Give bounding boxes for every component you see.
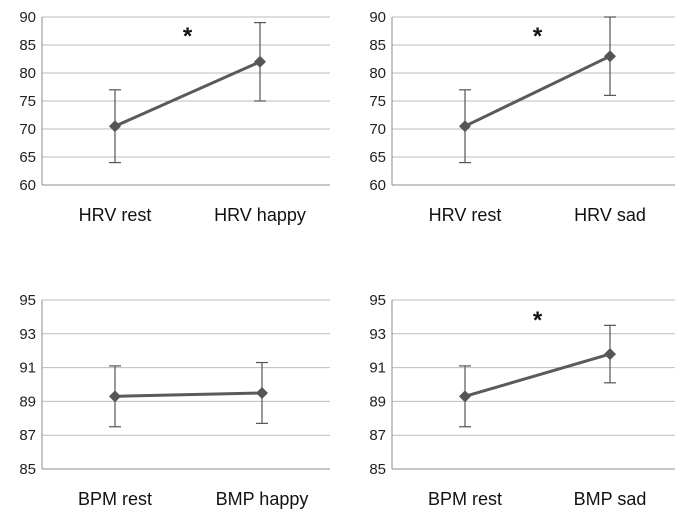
y-tick-label: 90 xyxy=(19,9,36,26)
y-tick-label: 89 xyxy=(369,393,386,410)
y-tick-label: 87 xyxy=(19,427,36,444)
significance-asterisk: * xyxy=(183,23,193,50)
data-point-marker xyxy=(256,386,268,399)
y-tick-label: 75 xyxy=(369,93,386,110)
significance-asterisk: * xyxy=(533,23,543,50)
x-tick-label: HRV happy xyxy=(214,205,306,225)
x-tick-label: BPM rest xyxy=(428,489,502,509)
chart-panel-2: 60 65 70 75 80 85 90 HRV rest HRV sad * xyxy=(369,9,675,225)
x-tick-label: BPM rest xyxy=(78,489,152,509)
y-tick-label: 85 xyxy=(369,37,386,54)
y-tick-label: 95 xyxy=(369,292,386,309)
y-tick-label: 85 xyxy=(19,37,36,54)
y-tick-label: 60 xyxy=(19,177,36,194)
chart-panel-1: 60 65 70 75 80 85 90 HRV rest HRV happy * xyxy=(19,9,330,225)
data-point-marker xyxy=(604,50,616,63)
x-tick-label: HRV rest xyxy=(79,205,152,225)
x-tick-label: HRV sad xyxy=(574,205,646,225)
y-tick-label: 80 xyxy=(369,65,386,82)
y-tick-label: 70 xyxy=(369,121,386,138)
data-point-marker xyxy=(459,390,471,403)
series-line xyxy=(464,352,611,398)
y-tick-label: 75 xyxy=(19,93,36,110)
y-tick-label: 65 xyxy=(369,149,386,166)
y-tick-label: 60 xyxy=(369,177,386,194)
y-tick-label: 91 xyxy=(369,360,386,377)
data-point-marker xyxy=(109,120,121,133)
y-tick-label: 91 xyxy=(19,360,36,377)
significance-asterisk: * xyxy=(533,307,543,334)
y-tick-label: 87 xyxy=(369,427,386,444)
chart-panel-3: 85 87 89 91 93 95 BPM rest BMP happy xyxy=(19,292,330,509)
y-tick-label: 85 xyxy=(19,461,36,478)
x-tick-label: HRV rest xyxy=(429,205,502,225)
x-tick-label: BMP sad xyxy=(574,489,647,509)
y-tick-label: 93 xyxy=(19,326,36,343)
chart-panel-4: 85 87 89 91 93 95 BPM rest BMP sad * xyxy=(369,292,675,509)
y-tick-label: 89 xyxy=(19,393,36,410)
series-line xyxy=(114,391,263,398)
data-point-marker xyxy=(254,55,266,68)
data-point-marker xyxy=(109,390,121,403)
y-tick-label: 70 xyxy=(19,121,36,138)
y-tick-label: 65 xyxy=(19,149,36,166)
series-line xyxy=(464,54,611,128)
series-line xyxy=(114,60,261,128)
data-point-marker xyxy=(459,120,471,133)
y-tick-label: 95 xyxy=(19,292,36,309)
y-tick-label: 85 xyxy=(369,461,386,478)
x-tick-label: BMP happy xyxy=(216,489,309,509)
y-tick-label: 80 xyxy=(19,65,36,82)
y-tick-label: 90 xyxy=(369,9,386,26)
data-point-marker xyxy=(604,348,616,361)
y-tick-label: 93 xyxy=(369,326,386,343)
